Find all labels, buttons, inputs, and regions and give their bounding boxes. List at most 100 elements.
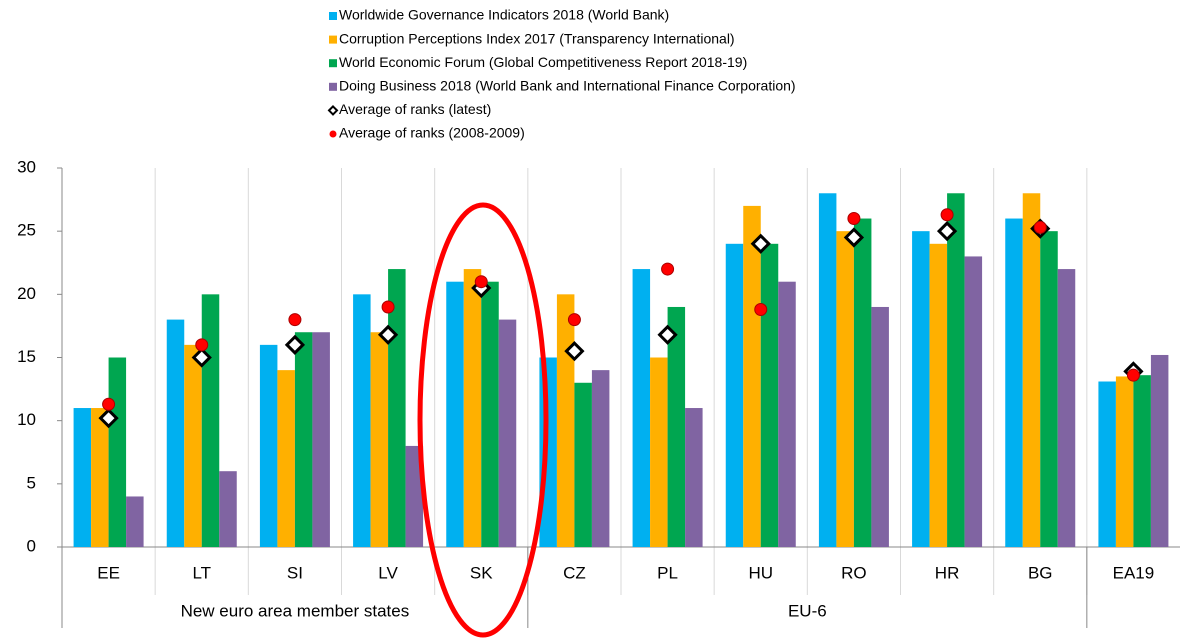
x-tick-label: EA19 [1113,563,1155,582]
bar [760,243,779,548]
bar [836,231,854,547]
bar [108,357,127,547]
group-label: EU-6 [788,601,827,620]
bar [1150,354,1169,547]
x-tick-label: LT [192,563,211,582]
x-tick-label: BG [1028,563,1053,582]
x-tick-label: SI [287,563,303,582]
bar [1057,269,1076,547]
bar [184,344,202,547]
bar [463,269,482,547]
circle-marker [847,212,861,226]
circle-marker [567,313,581,327]
y-tick-label: 20 [17,284,36,303]
legend-swatch [329,82,337,91]
diamond-marker [191,347,212,368]
bar [574,382,592,547]
group-label: New euro area member states [181,601,410,620]
diamond-marker [564,341,585,362]
bar [1133,375,1151,547]
y-tick-label: 5 [27,473,36,492]
circle-marker [288,313,302,327]
x-tick-label: HR [935,563,960,582]
diamond-marker [377,324,399,345]
diamond-marker [284,334,306,355]
diamond-marker [750,233,771,254]
bar [947,193,965,547]
diamond-marker [657,324,678,345]
bar [1115,376,1134,547]
bar [818,193,837,547]
bar [1022,193,1041,547]
bar [201,294,220,547]
diamond-marker [843,227,865,248]
legend-swatch [327,104,339,116]
legend-label: World Economic Forum (Global Competitive… [339,54,747,70]
legend-swatch [329,35,337,44]
circle-marker [1126,368,1140,382]
x-tick-label: CZ [563,563,586,582]
bar [685,408,703,547]
legend-label: Average of ranks (latest) [339,101,491,117]
bar [929,243,948,548]
bar [632,269,651,547]
x-tick-label: RO [841,563,867,582]
y-tick-label: 30 [17,157,36,176]
bar [539,357,557,547]
circle-marker [102,397,116,411]
legend-swatch [329,12,337,20]
legend-label: Average of ranks (2008-2009) [339,125,525,141]
bar [591,370,610,547]
y-tick-label: 25 [17,221,36,240]
bar [667,306,686,547]
x-tick-label: SK [470,563,493,582]
bar [370,332,389,547]
bar [126,496,144,547]
legend-swatch [329,130,337,138]
bar [498,319,517,547]
bar [778,281,796,547]
bar [871,306,889,547]
x-tick-label: EE [97,563,120,582]
diamond-marker [98,408,119,429]
circle-marker [195,338,209,352]
x-tick-label: LV [378,563,398,582]
circle-marker [381,300,395,314]
circle-marker [474,275,488,289]
legend-swatch [329,59,337,68]
bar [1098,381,1116,547]
bar [259,344,278,547]
bar [743,205,761,547]
bar [166,319,185,547]
legend-label: Corruption Perceptions Index 2017 (Trans… [339,30,735,46]
legend-label: Worldwide Governance Indicators 2018 (Wo… [339,7,669,23]
bar [277,370,295,547]
circle-marker [1033,220,1047,234]
bar [73,408,92,547]
legend-label: Doing Business 2018 (World Bank and Inte… [339,78,796,94]
bar [353,294,371,547]
bar [312,332,330,547]
y-tick-label: 0 [27,536,36,555]
bar [853,218,872,548]
bar [964,256,983,547]
bar [912,231,930,547]
bar [650,357,668,547]
bar [556,294,575,547]
bar [1040,231,1058,547]
diamond-marker [936,221,958,242]
bar [1005,218,1023,548]
bar [91,408,109,547]
bar [219,471,237,547]
y-tick-label: 10 [17,410,36,429]
x-tick-label: HU [748,563,773,582]
bar [725,243,744,548]
bar [405,445,424,547]
bar [481,281,499,547]
x-tick-label: PL [657,563,678,582]
y-tick-label: 15 [17,347,36,366]
circle-marker [661,262,675,276]
highlight-ellipse [417,202,549,638]
bar [294,332,313,547]
